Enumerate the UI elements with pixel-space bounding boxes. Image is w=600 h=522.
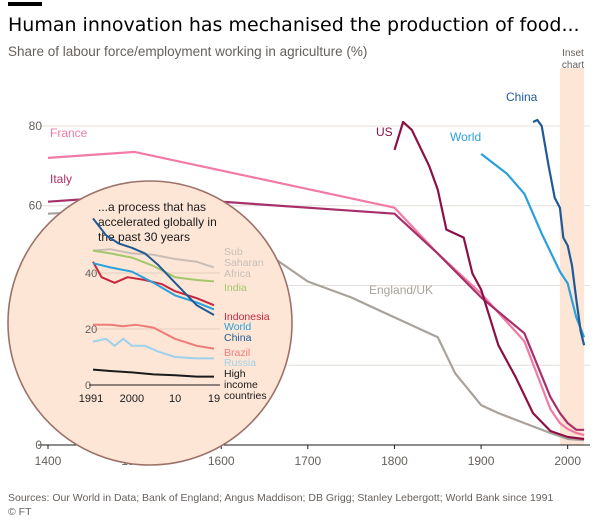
y-tick-60: 60 [29, 199, 43, 213]
line-world [480, 153, 586, 338]
label-france: France [50, 126, 88, 140]
inset-title-line-1: accelerated globally in [98, 215, 217, 229]
inset-line-high-income-countries [92, 368, 214, 378]
x-tick-2000: 2000 [554, 454, 581, 468]
label-us: US [376, 125, 393, 139]
line-china [532, 118, 586, 346]
inset-label-china-0: China [224, 332, 252, 344]
inset-label-high-income-countries-1: income [224, 379, 258, 391]
inset-x-tick-0: 1991 [79, 393, 103, 405]
y-tick-80: 80 [29, 119, 43, 133]
inset-line-sub-saharan-africa [92, 248, 215, 269]
inset-x-tick-3: 19 [208, 393, 220, 405]
inset-line-indonesia [92, 261, 215, 307]
inset-band-label-0: Inset [562, 48, 584, 59]
source-note: Sources: Our World in Data; Bank of Engl… [8, 492, 554, 504]
ft-credit: © FT [8, 506, 32, 518]
inset-label-high-income-countries-2: countries [224, 390, 267, 402]
inset-line-china [92, 217, 215, 316]
inset-label-india-0: India [224, 282, 247, 294]
inset-label-brazil-0: Brazil [224, 347, 250, 359]
inset-label-sub-saharan-africa-1: Saharan [224, 257, 264, 269]
series-labels: France Italy US World China England/UK [50, 90, 538, 297]
y-tick-0: 0 [35, 438, 42, 452]
ft-top-bar [8, 2, 42, 6]
inset-circle [7, 180, 293, 466]
chart-title: Human innovation has mechanised the prod… [8, 14, 580, 36]
inset-y-tick-40: 40 [85, 268, 97, 280]
label-england-uk: England/UK [369, 283, 433, 297]
x-tick-1800: 1800 [381, 454, 408, 468]
line-france [47, 150, 585, 437]
inset-line-world [92, 262, 215, 311]
inset-y-tick-0: 0 [85, 380, 91, 392]
inset-label-russia-0: Russia [224, 357, 256, 369]
inset-label-indonesia-0: Indonesia [224, 311, 270, 323]
inset-label-world-0: World [224, 321, 251, 333]
inset-title-line-2: the past 30 years [98, 230, 190, 244]
inset-title-line-0: ...a process that has [98, 200, 206, 214]
inset-line-india [92, 249, 215, 283]
line-italy [47, 194, 585, 431]
inset-label-sub-saharan-africa-2: Africa [224, 268, 251, 280]
label-world: World [450, 130, 481, 144]
line-us [393, 120, 585, 441]
x-tick-1400: 1400 [35, 454, 62, 468]
inset-band-label-1: chart [562, 60, 584, 71]
inset-x-tick-2: 10 [169, 393, 181, 405]
inset-label-high-income-countries-0: High [224, 368, 246, 380]
chart-subtitle: Share of labour force/employment working… [8, 44, 368, 59]
inset-y-tick-20: 20 [85, 324, 97, 336]
x-tick-1900: 1900 [468, 454, 495, 468]
x-tick-1600: 1600 [208, 454, 235, 468]
inset-label-sub-saharan-africa-0: Sub [224, 246, 243, 258]
label-italy: Italy [50, 172, 72, 186]
inset-line-russia [92, 337, 214, 360]
x-tick-1700: 1700 [294, 454, 321, 468]
inset-line-brazil [93, 323, 215, 350]
inset-x-tick-1: 2000 [120, 393, 144, 405]
label-china: China [506, 90, 538, 104]
inset-band-rect [559, 68, 585, 445]
